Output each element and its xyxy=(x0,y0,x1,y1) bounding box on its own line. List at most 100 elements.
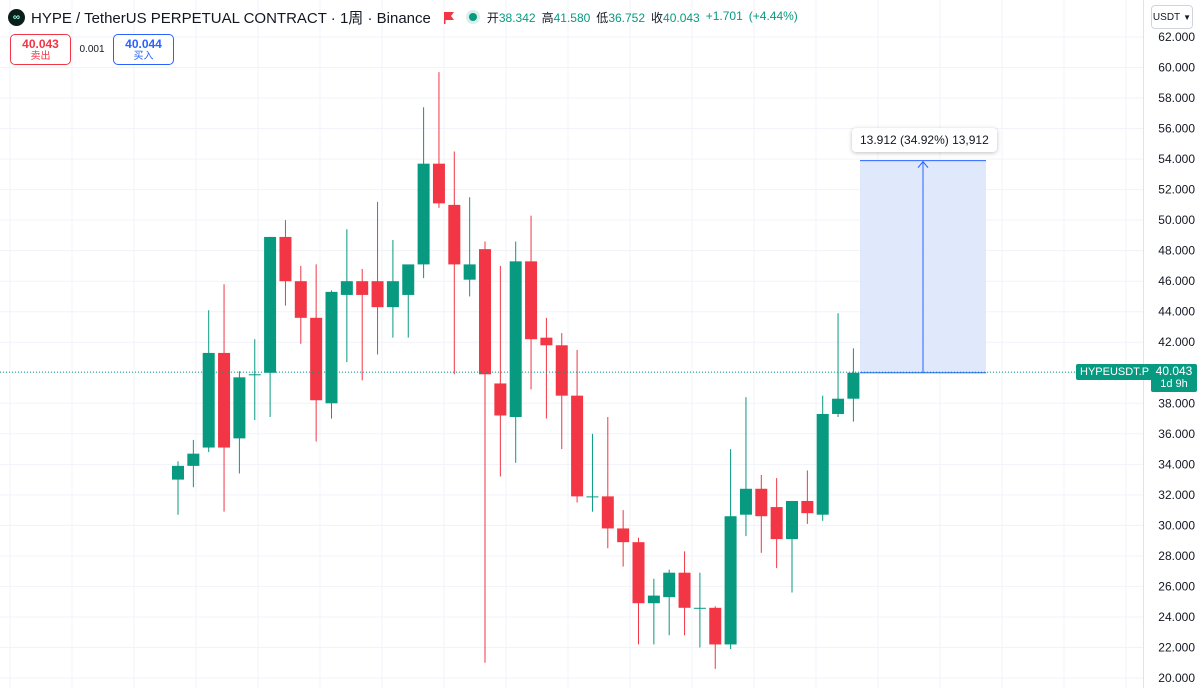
ohlc-values: 开38.342 高41.580 低36.752 收40.043 +1.701 (… xyxy=(487,9,798,26)
candle-body xyxy=(739,488,752,515)
candle-body xyxy=(632,542,645,604)
trade-panel: 40.043 卖出 0.001 40.044 买入 xyxy=(10,34,174,65)
y-tick-label: 58.000 xyxy=(1158,91,1195,105)
last-price-badge: 40.043 1d 9h xyxy=(1151,364,1197,392)
symbol-title[interactable]: HYPE / TetherUS PERPETUAL CONTRACT · 1周 … xyxy=(31,9,431,27)
candle-body xyxy=(479,249,491,375)
y-tick-label: 52.000 xyxy=(1158,183,1195,197)
y-tick-label: 30.000 xyxy=(1158,518,1195,532)
y-tick-label: 44.000 xyxy=(1158,305,1195,319)
open-label: 开 xyxy=(486,10,499,25)
high-label: 高 xyxy=(541,10,554,25)
candle-body xyxy=(509,261,522,418)
candle-body xyxy=(218,352,231,448)
sell-label: 卖出 xyxy=(30,50,51,62)
candles xyxy=(172,72,860,669)
close-value: 40.043 xyxy=(663,10,700,25)
bar-countdown: 1d 9h xyxy=(1160,378,1188,390)
y-tick-label: 50.000 xyxy=(1158,213,1195,227)
y-tick-label: 28.000 xyxy=(1158,549,1195,563)
y-tick-label: 60.000 xyxy=(1158,61,1195,75)
hyperliquid-logo-icon: ∞ xyxy=(8,8,25,26)
price-axis[interactable]: 20.000 22.000 24.000 26.000 28.000 30.000 32.0… xyxy=(1143,0,1196,688)
buy-price: 40.044 xyxy=(125,36,162,51)
currency-selector[interactable]: USDT ▼ xyxy=(1151,5,1193,29)
candle-body xyxy=(279,236,292,282)
candle-body xyxy=(463,264,476,280)
candle-body xyxy=(755,488,768,517)
candle-body xyxy=(356,281,369,295)
y-tick-label: 54.000 xyxy=(1158,152,1195,166)
buy-button[interactable]: 40.044 买入 xyxy=(113,34,174,65)
measure-tool[interactable] xyxy=(860,160,986,374)
candle-body xyxy=(801,500,814,514)
candle-body xyxy=(847,372,860,399)
candle-body xyxy=(448,204,461,265)
candle-body xyxy=(525,261,538,340)
last-price-value: 40.043 xyxy=(1155,364,1193,378)
y-tick-label: 20.000 xyxy=(1158,671,1195,685)
measure-label: 13.912 (34.92%) 13,912 xyxy=(852,128,997,152)
candle-body xyxy=(678,572,691,608)
y-tick-label: 42.000 xyxy=(1158,335,1195,349)
candle-body xyxy=(386,281,399,308)
candle-body xyxy=(264,236,277,373)
candle-body xyxy=(693,607,706,609)
candle-body xyxy=(832,398,845,414)
candle-body xyxy=(786,500,798,540)
y-tick-label: 46.000 xyxy=(1158,274,1195,288)
candle-body xyxy=(417,163,430,265)
low-value: 36.752 xyxy=(608,10,646,25)
candle-body xyxy=(540,337,553,346)
y-tick-label: 38.000 xyxy=(1158,396,1195,410)
candle-body xyxy=(371,281,384,308)
candle-body xyxy=(340,281,353,295)
candle-body xyxy=(724,516,737,645)
y-tick-label: 34.000 xyxy=(1158,457,1195,471)
candle-body xyxy=(647,595,660,604)
y-tick-label: 26.000 xyxy=(1158,579,1195,593)
candle-body xyxy=(294,281,307,318)
candle-body xyxy=(816,413,829,515)
candle-body xyxy=(571,395,584,497)
y-tick-label: 62.000 xyxy=(1158,30,1195,44)
candle-body xyxy=(432,163,445,204)
candle-body xyxy=(617,528,630,543)
flag-icon[interactable] xyxy=(443,11,455,24)
y-tick-label: 24.000 xyxy=(1158,610,1195,624)
candle-body xyxy=(402,264,415,295)
sell-button[interactable]: 40.043 卖出 xyxy=(10,34,71,65)
candle-body xyxy=(555,345,568,396)
candle-body xyxy=(233,377,246,439)
market-status-dot-icon[interactable] xyxy=(468,13,477,21)
sell-price: 40.043 xyxy=(22,36,59,51)
high-value: 41.580 xyxy=(553,10,591,25)
y-tick-label: 22.000 xyxy=(1158,640,1195,654)
chevron-down-icon: ▼ xyxy=(1183,12,1192,22)
candle-body xyxy=(709,607,722,645)
candle-body xyxy=(187,453,200,466)
change-percent: (+4.44%) xyxy=(748,8,798,23)
change-value: +1.701 xyxy=(705,8,743,23)
candle-body xyxy=(494,383,507,416)
measure-arrow-head xyxy=(917,160,929,168)
candle-body xyxy=(248,374,261,376)
chart-header: ∞ HYPE / TetherUS PERPETUAL CONTRACT · 1… xyxy=(8,6,798,28)
candle-body xyxy=(310,317,323,401)
spread-value: 0.001 xyxy=(79,44,105,55)
candle-body xyxy=(663,572,676,598)
close-label: 收 xyxy=(651,10,664,25)
candle-body xyxy=(202,352,215,448)
symbol-price-badge: HYPEUSDT.P xyxy=(1076,364,1154,380)
currency-label: USDT xyxy=(1152,11,1181,23)
low-label: 低 xyxy=(596,10,609,25)
candle-body xyxy=(172,465,184,480)
y-tick-label: 32.000 xyxy=(1158,488,1195,502)
candle-body xyxy=(601,496,614,529)
buy-label: 买入 xyxy=(133,50,154,62)
y-tick-label: 36.000 xyxy=(1158,427,1195,441)
open-value: 38.342 xyxy=(498,10,536,25)
y-tick-label: 48.000 xyxy=(1158,244,1195,258)
y-tick-label: 56.000 xyxy=(1158,122,1195,136)
